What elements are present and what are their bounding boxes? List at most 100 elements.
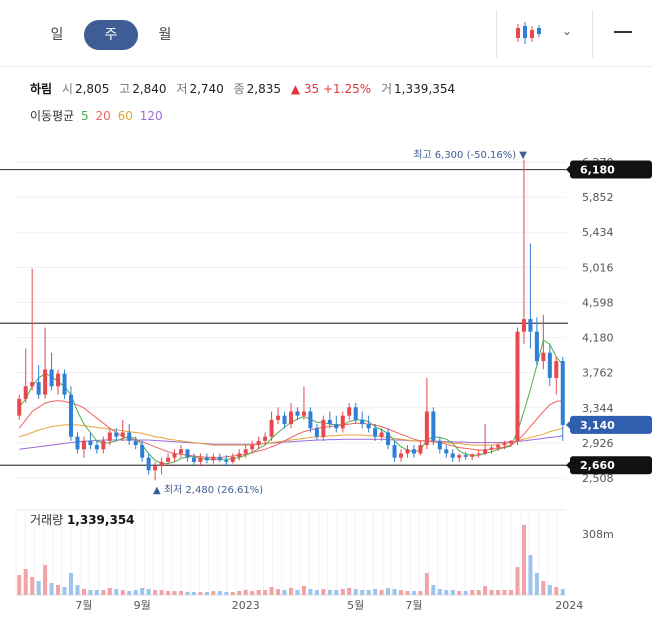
volume-axis-label: 308m — [582, 528, 614, 541]
chevron-down-icon[interactable]: ⌄ — [562, 24, 573, 38]
candle-body — [172, 453, 177, 458]
volume-panel-title: 거래량 1,339,354 — [30, 511, 135, 528]
volume-bar — [489, 590, 494, 595]
candle-body — [314, 428, 319, 437]
volume-bar — [68, 573, 74, 595]
candle-body — [508, 440, 514, 444]
low-annotation: ▲ 최저 2,480 (26.61%) — [153, 484, 263, 496]
candle-body — [185, 449, 190, 458]
volume-bar — [75, 585, 80, 595]
volume-panel-value: 1,339,354 — [66, 513, 135, 527]
volume-bar — [107, 588, 112, 595]
candle-body — [127, 432, 132, 441]
candle-body — [49, 369, 54, 387]
volume-bar — [444, 590, 449, 595]
candle-body — [243, 449, 248, 454]
volume-bar — [398, 590, 404, 595]
volume-bar — [172, 591, 177, 595]
volume-bar — [366, 590, 371, 595]
volume-bar — [36, 581, 41, 595]
toolbar-divider — [496, 10, 497, 58]
candle-body — [476, 453, 481, 455]
close-value: 2,835 — [246, 82, 282, 96]
price-chart[interactable]: 6,2705,8525,4345,0164,5984,1803,7623,344… — [0, 140, 652, 610]
candle-body — [521, 319, 526, 332]
candle-body — [340, 415, 345, 429]
toolbar-divider — [592, 10, 593, 58]
volume-bar — [521, 525, 526, 595]
tab-weekly[interactable]: 주 — [84, 20, 138, 50]
candle-body — [256, 440, 261, 446]
volume-bar — [288, 588, 294, 595]
x-tick-label: 5월 — [347, 599, 364, 610]
quote-summary: 하림 시 2,805 고 2,840 저 2,740 종 2,835 ▲ 35 +1.2… — [30, 80, 461, 97]
tab-daily[interactable]: 일 — [50, 27, 64, 43]
candle-body — [386, 432, 391, 446]
candle-body — [392, 445, 397, 458]
volume-bar — [476, 590, 481, 595]
tab-monthly[interactable]: 월 — [158, 27, 172, 43]
volume-bar — [211, 591, 216, 595]
volume-bar — [437, 589, 442, 595]
volume-bar — [198, 592, 203, 595]
candle-body — [114, 432, 119, 437]
candle-body — [547, 352, 552, 378]
volume-bar — [470, 590, 475, 595]
moving-average-legend: 이동평균 5 20 60 120 — [30, 107, 166, 124]
candlestick-icon[interactable] — [514, 20, 542, 46]
volume-bar — [127, 591, 132, 595]
volume-bar — [379, 590, 384, 595]
volume-bar — [133, 590, 138, 595]
candle-body — [230, 456, 235, 462]
volume-bar — [547, 585, 552, 595]
candle-body — [301, 411, 306, 416]
candle-body — [470, 454, 475, 457]
y-tick-label: 5,016 — [582, 261, 614, 274]
candle-body — [437, 440, 442, 450]
candle-body — [398, 453, 404, 458]
hamburger-icon[interactable] — [614, 31, 632, 33]
stock-name: 하림 — [30, 82, 53, 96]
volume-bar — [101, 590, 106, 595]
candle-body — [269, 419, 274, 437]
y-tick-label: 3,344 — [582, 402, 614, 415]
volume-bar — [263, 590, 268, 595]
candle-body — [411, 449, 416, 454]
candle-body — [153, 466, 158, 471]
volume-bar — [56, 585, 61, 595]
reference-badge-label: 6,180 — [580, 164, 615, 177]
volume-bar — [353, 589, 358, 595]
volume-bar — [431, 585, 436, 595]
volume-bar — [327, 590, 332, 595]
candle-body — [308, 411, 313, 429]
reference-badge-label: 2,660 — [580, 459, 615, 472]
top-toolbar: 일 주 월 ⌄ — [0, 0, 652, 70]
volume-bar — [49, 583, 54, 595]
volume-bar — [204, 592, 209, 595]
low-value: 2,740 — [189, 82, 224, 96]
candle-body — [457, 455, 462, 458]
low-label: 저 — [176, 82, 188, 96]
reference-badge — [570, 456, 652, 475]
change-value: ▲ 35 +1.25% — [290, 82, 372, 96]
volume-bar — [502, 590, 507, 595]
candle-body — [560, 361, 565, 425]
candle-body — [496, 445, 501, 448]
volume-bar — [554, 587, 559, 595]
y-tick-label: 2,508 — [582, 472, 614, 485]
volume-bar — [114, 589, 119, 595]
ma-legend-title: 이동평균 — [30, 109, 75, 123]
candle-body — [554, 361, 559, 378]
candle-body — [101, 440, 106, 450]
volume-bar — [146, 589, 151, 595]
candle-body — [263, 436, 268, 441]
candle-body — [541, 352, 546, 362]
volume-bar — [250, 591, 255, 595]
candle-body — [250, 445, 255, 450]
candle-body — [120, 432, 125, 437]
candle-body — [140, 445, 145, 458]
volume-bar — [528, 555, 533, 595]
volume-bar — [418, 591, 423, 595]
candle-body — [489, 447, 494, 450]
volume-bar — [43, 565, 48, 595]
